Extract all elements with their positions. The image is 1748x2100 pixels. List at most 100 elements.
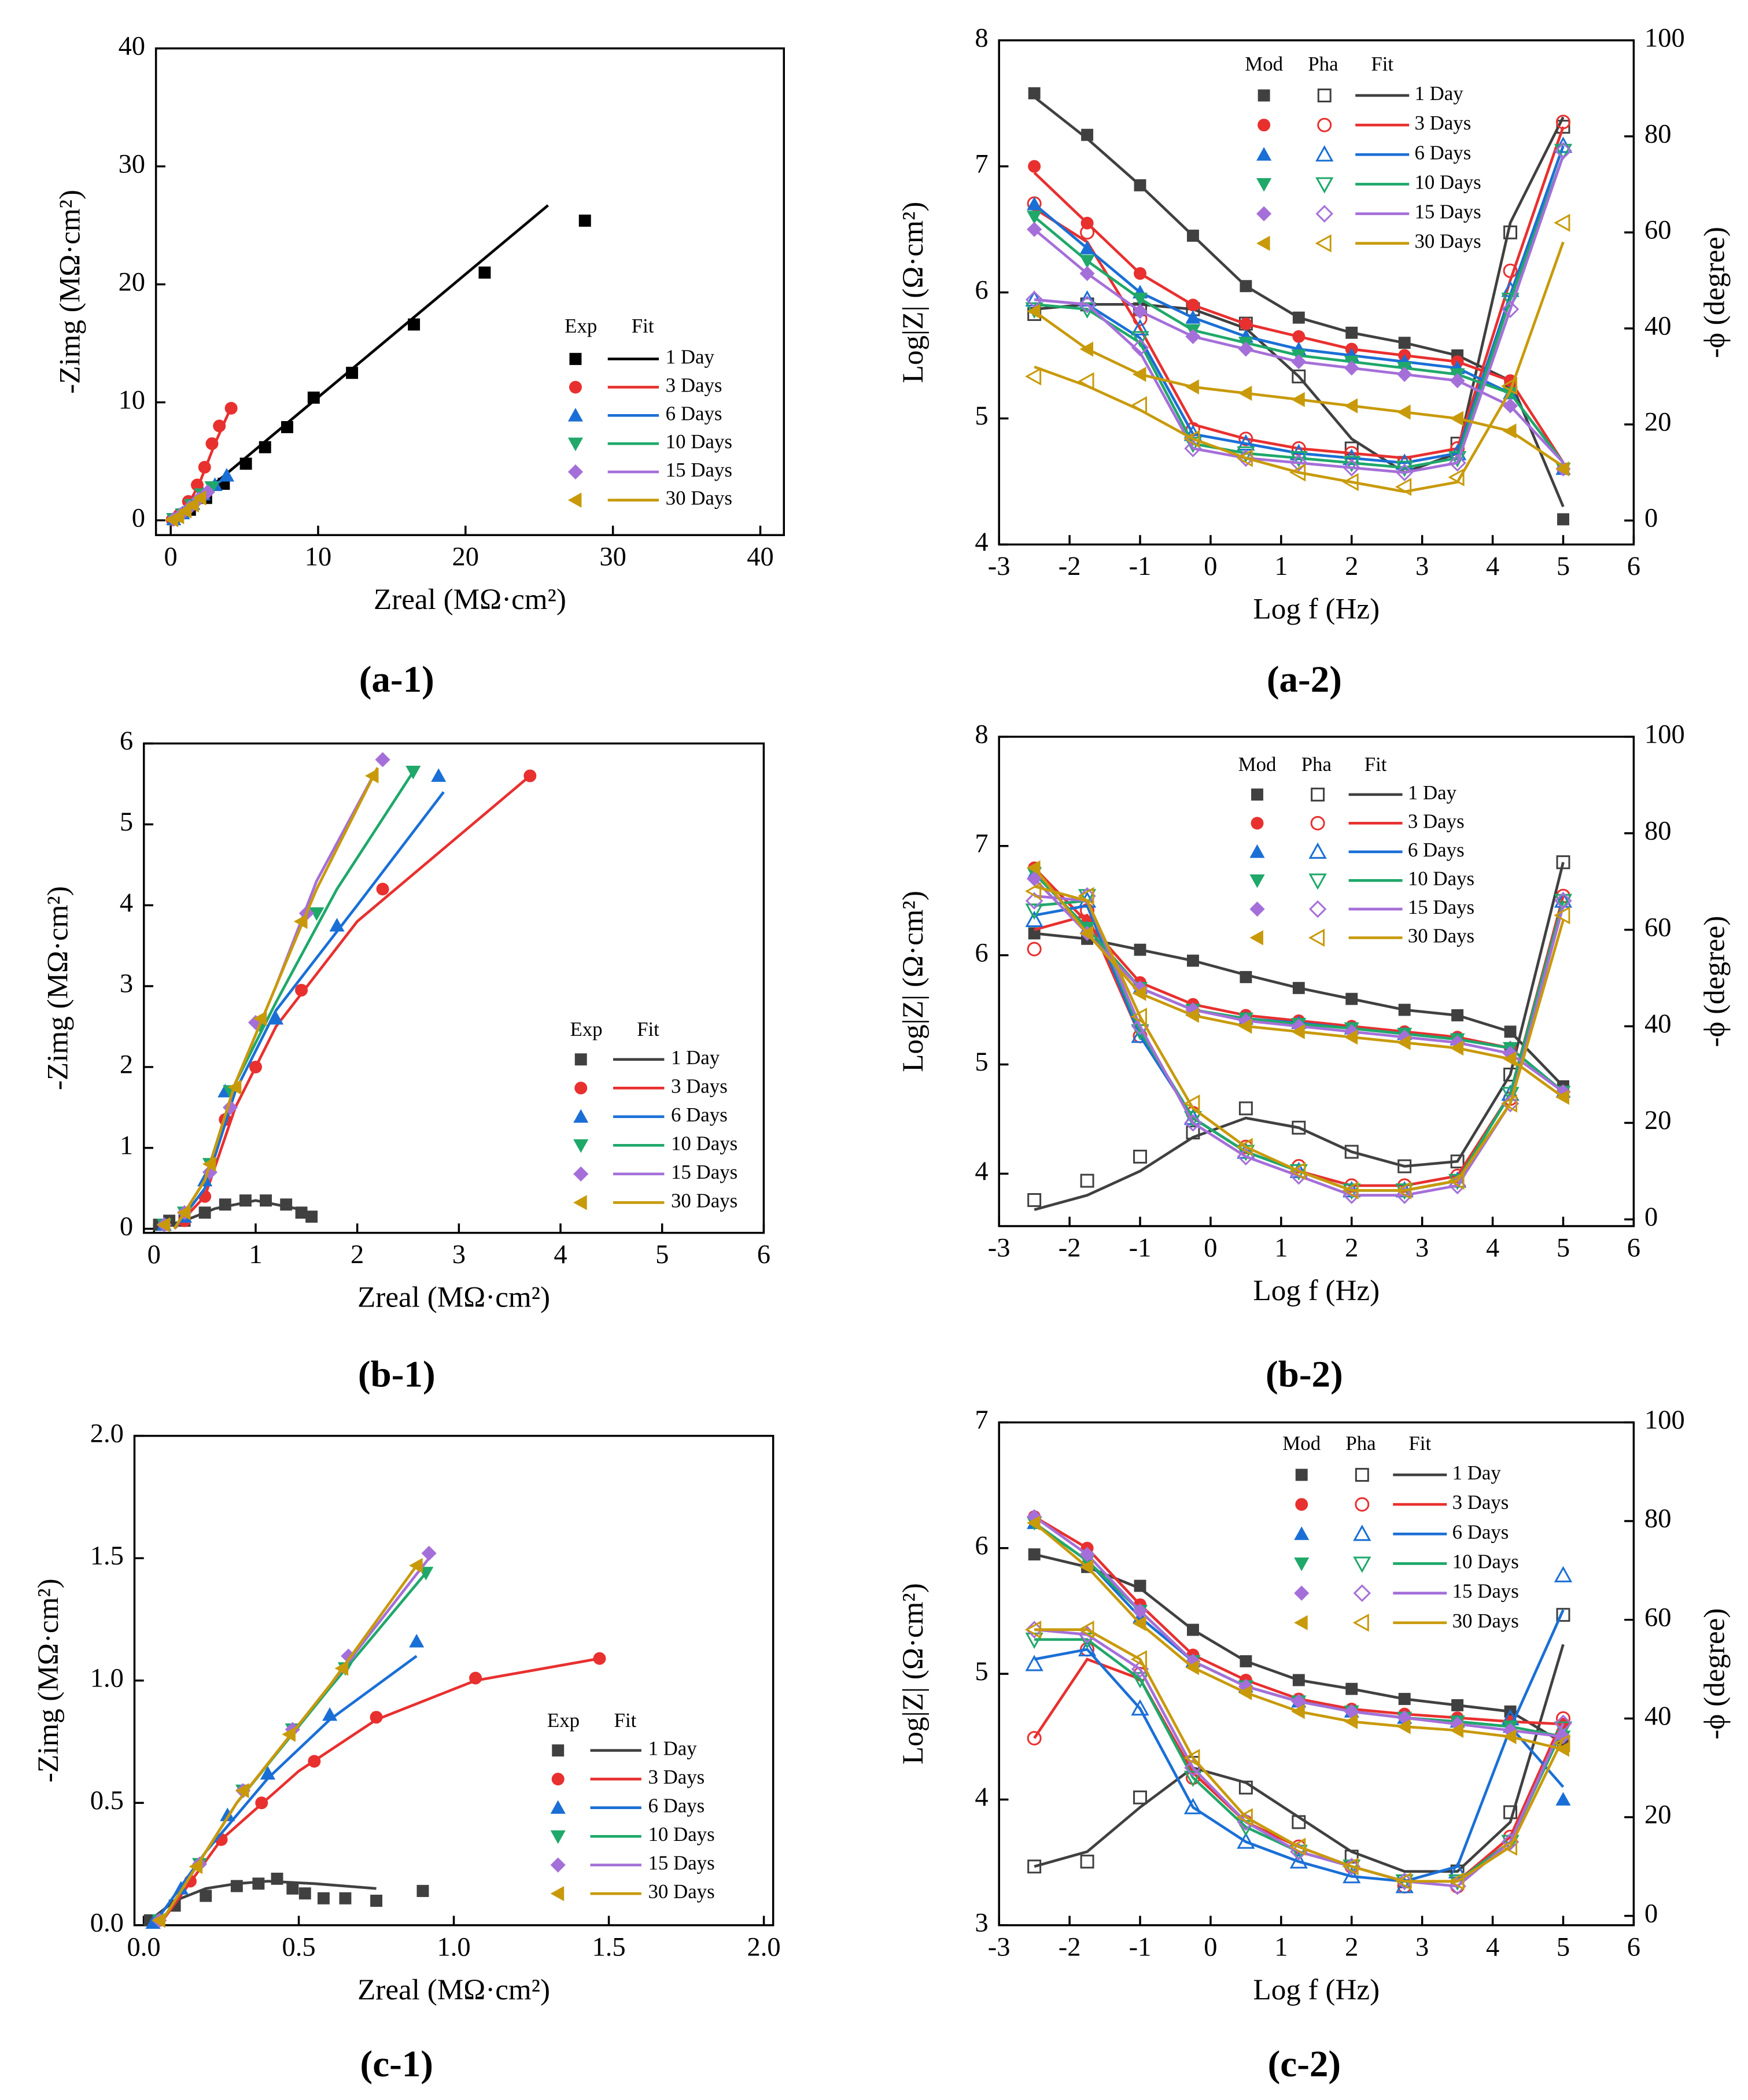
marker	[1395, 478, 1412, 496]
x-tick-label: 3	[452, 1240, 466, 1269]
marker	[219, 1198, 231, 1211]
marker	[193, 490, 206, 506]
marker	[1450, 373, 1465, 389]
marker	[1025, 903, 1043, 920]
marker	[1240, 1655, 1252, 1667]
y-tick-label: 3	[120, 969, 133, 999]
marker	[1398, 1003, 1411, 1016]
marker	[339, 1892, 352, 1905]
marker	[1080, 1854, 1094, 1869]
y2-tick-label: 0	[1644, 1202, 1658, 1232]
y2-tick-label: 40	[1644, 1702, 1671, 1731]
marker	[191, 478, 204, 492]
marker	[1292, 311, 1305, 324]
marker	[1184, 1114, 1202, 1132]
y-tick-label: 4	[120, 888, 133, 918]
marker	[1131, 319, 1149, 335]
marker	[281, 421, 293, 433]
fit-line	[173, 791, 445, 1230]
marker	[1554, 1714, 1572, 1733]
marker	[405, 765, 421, 780]
y-tick-label: 2	[120, 1050, 133, 1080]
marker	[280, 1198, 293, 1211]
marker	[239, 457, 252, 470]
marker	[295, 984, 308, 997]
marker	[1027, 1859, 1042, 1874]
marker	[1079, 265, 1095, 281]
marker	[1079, 341, 1094, 357]
marker	[1501, 1835, 1520, 1851]
legend-header: Mod	[1238, 753, 1277, 776]
marker	[1451, 1009, 1464, 1021]
marker	[152, 1913, 165, 1928]
legend-marker	[1308, 873, 1327, 890]
marker	[469, 1671, 482, 1685]
legend-marker	[567, 437, 584, 452]
legend-label: 10 Days	[666, 430, 732, 453]
phase-fit-line	[1034, 1609, 1565, 1883]
x-tick-label: 3	[1415, 552, 1429, 581]
marker	[1500, 377, 1518, 396]
legend-header: Fit	[1371, 53, 1393, 75]
legend-marker	[1315, 234, 1332, 253]
x-tick-label: 2	[1345, 1234, 1358, 1263]
x-tick-label: -3	[988, 1234, 1011, 1263]
y-axis-label: -Zimg (MΩ·cm²)	[32, 1578, 65, 1782]
legend-marker	[1317, 117, 1332, 132]
legend-label: 3 Days	[671, 1075, 728, 1097]
fit-line	[169, 204, 550, 522]
marker	[1183, 1798, 1203, 1814]
legend-marker	[550, 1800, 566, 1814]
marker	[178, 503, 192, 519]
x-axis-label: Zreal (MΩ·cm²)	[374, 583, 566, 616]
marker	[322, 1707, 338, 1721]
marker	[1024, 367, 1042, 386]
legend-label: 30 Days	[1452, 1610, 1519, 1632]
marker	[1185, 379, 1199, 395]
panel-label: (c-2)	[1268, 2043, 1341, 2085]
marker	[198, 460, 211, 474]
marker	[1027, 1193, 1042, 1207]
marker	[1502, 387, 1518, 401]
marker	[1342, 1181, 1359, 1200]
legend-marker	[1352, 1614, 1369, 1632]
y-axis-label: -Zimg (MΩ·cm²)	[53, 190, 86, 394]
marker	[1236, 449, 1253, 467]
marker	[235, 1783, 249, 1799]
y-tick-label: 1.5	[90, 1541, 124, 1571]
x-tick-label: 0.0	[127, 1932, 160, 1962]
legend-label: 30 Days	[666, 487, 732, 510]
y-tick-label: 6	[975, 275, 988, 305]
marker	[1027, 942, 1042, 957]
legend-label: 1 Day	[666, 346, 715, 368]
marker	[1131, 1699, 1149, 1716]
marker	[1291, 392, 1305, 407]
marker	[1501, 1094, 1520, 1113]
marker	[202, 1156, 216, 1172]
marker	[1502, 1729, 1517, 1744]
marker	[1183, 430, 1200, 448]
modulus-fit-line	[1033, 866, 1564, 1093]
marker	[1501, 300, 1520, 318]
marker	[1554, 1566, 1573, 1582]
legend-label: 15 Days	[1408, 896, 1474, 918]
y-tick-label: 8	[975, 23, 988, 53]
marker	[1236, 1808, 1253, 1826]
y-tick-label: 5	[975, 1657, 988, 1686]
x-tick-label: -3	[988, 552, 1011, 581]
legend-marker	[1257, 89, 1270, 102]
marker	[295, 1206, 308, 1219]
y2-tick-label: 60	[1644, 913, 1671, 942]
marker	[1186, 230, 1199, 242]
y2-tick-label: 80	[1644, 816, 1671, 846]
marker	[213, 419, 226, 433]
x-tick-label: 0	[147, 1240, 161, 1269]
marker	[1556, 120, 1570, 134]
legend-marker	[550, 1857, 566, 1873]
x-tick-label: 0	[164, 542, 178, 572]
marker	[1134, 1579, 1146, 1592]
y2-axis-label: -ϕ (degree)	[1698, 227, 1731, 358]
y-tick-label: 6	[120, 726, 133, 756]
marker	[416, 1885, 429, 1898]
